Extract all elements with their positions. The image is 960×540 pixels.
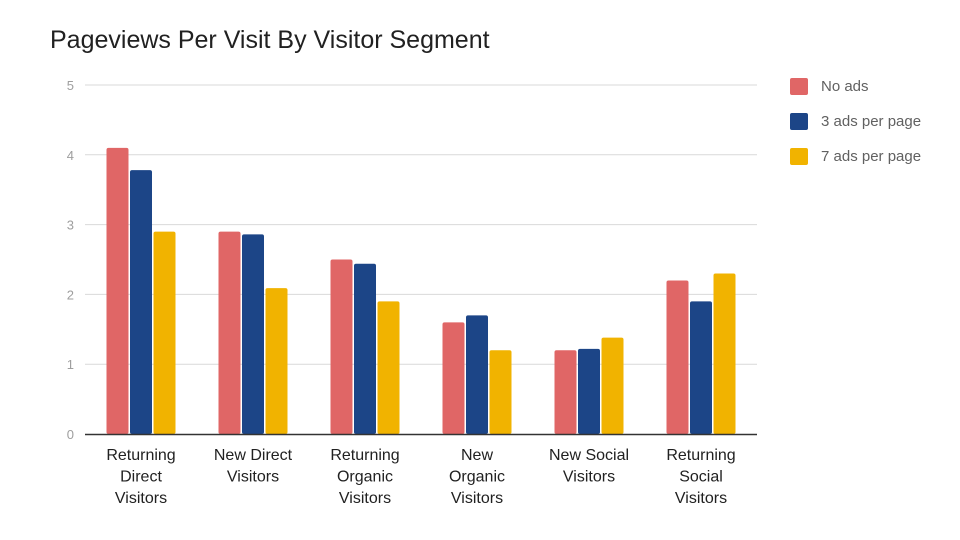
bar-3-series-3 (377, 301, 400, 434)
y-tick-label: 3 (67, 218, 74, 233)
bar-5-series-3 (601, 337, 624, 434)
bar-5-series-2 (578, 348, 600, 434)
category-label-line: Visitors (451, 490, 503, 507)
legend-label: No ads (821, 78, 869, 95)
category-label: Returning Organic Visitors (330, 447, 399, 507)
category-label: Returning Direct Visitors (106, 447, 175, 507)
category-label: New Social Visitors (549, 447, 629, 486)
category-label-line: Returning (330, 447, 399, 464)
x-axis-labels: Returning Direct Visitors New Direct Visitor… (106, 447, 735, 507)
y-tick-label: 4 (67, 148, 74, 163)
category-label-line: Visitors (339, 490, 391, 507)
legend-swatch (790, 113, 808, 130)
y-tick-label: 2 (67, 287, 74, 302)
bar-3-series-2 (354, 263, 376, 434)
bar-3-series-1 (330, 259, 353, 434)
bar-6-series-3 (713, 273, 736, 434)
category-label: New Organic Visitors (449, 447, 505, 507)
bar-2-series-2 (242, 234, 264, 434)
category-label-line: New Social (549, 447, 629, 464)
y-tick-label: 0 (67, 427, 74, 442)
category-label: New Direct Visitors (214, 447, 293, 486)
gridlines (85, 84, 757, 365)
category-label: Returning Social Visitors (666, 447, 735, 507)
legend-swatch (790, 148, 808, 165)
category-label-line: Organic (449, 469, 505, 486)
category-label-line: Direct (120, 469, 162, 486)
bar-4-series-3 (489, 350, 512, 434)
category-label-line: New (461, 447, 493, 464)
bar-1-series-1 (106, 147, 129, 434)
legend-label: 3 ads per page (821, 113, 921, 130)
category-label-line: Visitors (563, 469, 615, 486)
bar-6-series-1 (666, 280, 689, 434)
category-label-line: Returning (666, 447, 735, 464)
bar-5-series-1 (554, 350, 577, 434)
category-label-line: Visitors (227, 469, 279, 486)
category-label-line: Social (679, 469, 723, 486)
legend-swatch (790, 78, 808, 95)
y-tick-label: 5 (67, 78, 74, 93)
y-tick-label: 1 (67, 357, 74, 372)
bar-4-series-2 (466, 315, 488, 434)
category-label-line: Visitors (675, 490, 727, 507)
bar-2-series-1 (218, 231, 241, 434)
bar-1-series-2 (130, 170, 152, 434)
category-label-line: Visitors (115, 490, 167, 507)
bar-4-series-1 (442, 322, 465, 434)
category-label-line: Returning (106, 447, 175, 464)
bars (106, 147, 736, 434)
chart-title: Pageviews Per Visit By Visitor Segment (50, 26, 490, 54)
category-label-line: Organic (337, 469, 393, 486)
legend-label: 7 ads per page (821, 148, 921, 165)
bar-1-series-3 (153, 231, 176, 434)
bar-2-series-3 (265, 288, 288, 434)
category-label-line: New Direct (214, 447, 293, 464)
legend: No ads 3 ads per page 7 ads per page (790, 78, 921, 165)
bar-6-series-2 (690, 301, 712, 434)
y-axis-ticks: 0 1 2 3 4 5 (67, 78, 74, 442)
